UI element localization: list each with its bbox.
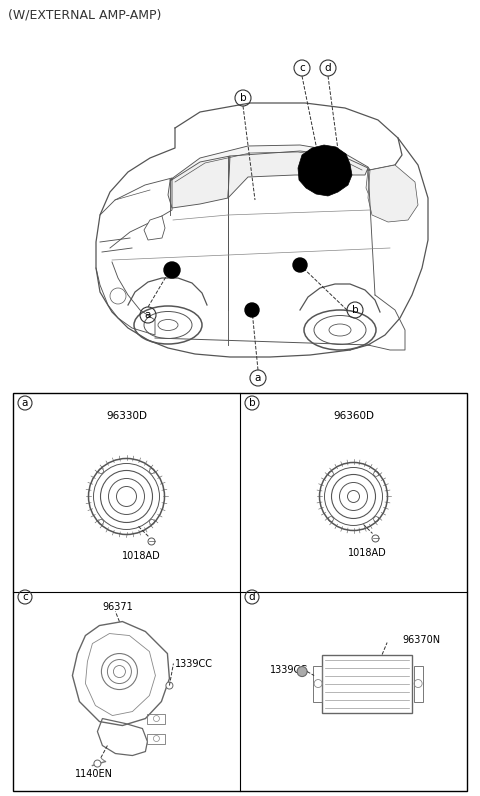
Text: c: c	[22, 592, 28, 602]
Polygon shape	[168, 156, 230, 208]
Polygon shape	[368, 165, 418, 222]
Text: 96360D: 96360D	[333, 411, 374, 421]
Text: 1018AD: 1018AD	[122, 552, 161, 561]
Circle shape	[164, 262, 180, 278]
Text: 96330D: 96330D	[106, 411, 147, 421]
Bar	[147, 713, 166, 724]
Text: 1018AD: 1018AD	[348, 548, 387, 559]
Circle shape	[372, 535, 379, 542]
Text: b: b	[240, 93, 246, 103]
Text: b: b	[249, 398, 255, 408]
Text: b: b	[352, 305, 358, 315]
Text: d: d	[249, 592, 255, 602]
Text: 1339CC: 1339CC	[270, 665, 308, 674]
Circle shape	[245, 303, 259, 317]
Text: 96370N: 96370N	[402, 634, 440, 645]
Circle shape	[297, 666, 307, 677]
Text: (W/EXTERNAL AMP-AMP): (W/EXTERNAL AMP-AMP)	[8, 8, 161, 21]
Polygon shape	[366, 170, 395, 200]
Circle shape	[293, 258, 307, 272]
Polygon shape	[170, 145, 370, 180]
Polygon shape	[144, 216, 165, 240]
Text: 1339CC: 1339CC	[175, 658, 214, 669]
Text: 1140EN: 1140EN	[75, 769, 113, 778]
Bar	[13, 393, 467, 791]
Text: a: a	[255, 373, 261, 383]
Text: d: d	[324, 63, 331, 73]
Polygon shape	[298, 145, 352, 196]
Bar	[147, 734, 166, 743]
Text: c: c	[299, 63, 305, 73]
Bar	[313, 665, 322, 701]
Circle shape	[166, 682, 173, 689]
Bar	[414, 665, 423, 701]
Polygon shape	[228, 151, 368, 198]
Text: 96371: 96371	[102, 602, 133, 611]
Circle shape	[148, 538, 155, 545]
Circle shape	[94, 760, 101, 767]
Text: a: a	[22, 398, 28, 408]
Text: a: a	[145, 310, 151, 320]
